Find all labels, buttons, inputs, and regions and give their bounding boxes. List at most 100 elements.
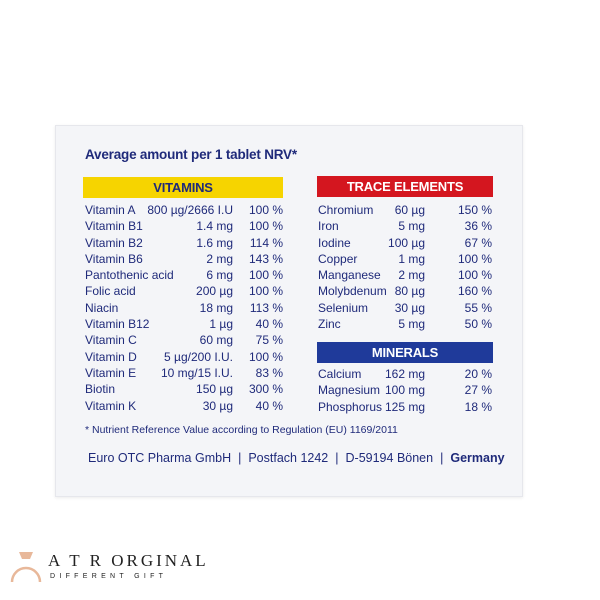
nutrient-row: Chromium 60 µg 150 % xyxy=(318,202,493,218)
nutrient-nrv: 300 % xyxy=(248,382,283,397)
postbox: Postfach 1242 xyxy=(248,451,329,465)
nutrient-amount: 30 µg xyxy=(202,398,233,413)
nutrient-name: Molybdenum xyxy=(318,284,387,299)
trace-elements-header: TRACE ELEMENTS xyxy=(317,176,493,197)
nutrient-row: Biotin 150 µg 300 % xyxy=(85,381,285,397)
nutrient-name: Copper xyxy=(318,251,358,266)
nutrient-amount: 5 mg xyxy=(398,317,425,332)
nutrient-nrv: 100 % xyxy=(457,268,492,283)
nutrient-name: Selenium xyxy=(318,300,369,315)
nutrient-nrv: 100 % xyxy=(248,349,283,364)
nutrient-nrv: 100 % xyxy=(457,251,492,266)
nutrient-amount: 200 µg xyxy=(196,284,233,299)
trace-elements-table: Chromium 60 µg 150 % Iron 5 mg 36 % Iodine 100 … xyxy=(318,202,493,332)
nutrient-nrv: 83 % xyxy=(255,365,283,380)
nutrient-nrv: 75 % xyxy=(255,333,283,348)
nutrient-row: Molybdenum 80 µg 160 % xyxy=(318,283,493,299)
nutrient-nrv: 100 % xyxy=(248,284,283,299)
minerals-table: Calcium 162 mg 20 % Magnesium 100 mg 27 % Phos… xyxy=(318,366,493,415)
nutrient-row: Iodine 100 µg 67 % xyxy=(318,235,493,251)
nutrient-name: Biotin xyxy=(85,382,116,397)
nutrient-name: Iron xyxy=(318,219,339,234)
nutrient-nrv: 27 % xyxy=(464,383,492,398)
nutrient-name: Calcium xyxy=(318,367,362,381)
nutrient-amount: 162 mg xyxy=(384,367,425,381)
nutrient-amount: 1 mg xyxy=(398,251,425,266)
nutrient-row: Manganese 2 mg 100 % xyxy=(318,267,493,283)
vitamins-header: VITAMINS xyxy=(83,177,283,198)
separator: | xyxy=(238,451,242,465)
nutrient-name: Vitamin A xyxy=(85,203,136,217)
nutrient-amount: 100 µg xyxy=(388,235,425,250)
nutrient-name: Vitamin C xyxy=(85,333,137,348)
nutrient-nrv: 114 % xyxy=(249,235,283,250)
nutrient-amount: 80 µg xyxy=(394,284,425,299)
nutrient-name: Vitamin D xyxy=(85,349,137,364)
nutrient-row: Calcium 162 mg 20 % xyxy=(318,366,493,382)
nutrient-row: Iron 5 mg 36 % xyxy=(318,218,493,234)
nutrient-name: Zinc xyxy=(318,317,341,332)
company: Euro OTC Pharma GmbH xyxy=(88,451,232,465)
nutrient-nrv: 55 % xyxy=(464,300,492,315)
nutrient-row: Vitamin A 800 µg/2666 I.U 100 % xyxy=(85,202,285,218)
nutrient-amount: 150 µg xyxy=(196,382,233,397)
nutrient-nrv: 18 % xyxy=(464,399,492,414)
nutrient-nrv: 150 % xyxy=(457,203,492,217)
nutrient-nrv: 50 % xyxy=(464,317,492,332)
nutrient-name: Vitamin B6 xyxy=(85,251,143,266)
nutrient-nrv: 100 % xyxy=(248,219,283,234)
nutrient-row: Vitamin B12 1 µg 40 % xyxy=(85,316,285,332)
nutrient-row: Vitamin E 10 mg/15 I.U. 83 % xyxy=(85,365,285,381)
footnote: * Nutrient Reference Value according to … xyxy=(85,424,398,436)
nutrient-row: Vitamin B1 1.4 mg 100 % xyxy=(85,218,285,234)
nutrient-nrv: 36 % xyxy=(464,219,492,234)
nutrient-name: Phosphorus xyxy=(318,399,383,414)
nutrient-amount: 1.4 mg xyxy=(196,219,233,234)
country: Germany xyxy=(450,451,505,465)
nutrient-nrv: 40 % xyxy=(255,317,283,332)
nutrient-row: Pantothenic acid 6 mg 100 % xyxy=(85,267,285,283)
nutrient-nrv: 100 % xyxy=(248,268,283,283)
nutrient-row: Folic acid 200 µg 100 % xyxy=(85,283,285,299)
watermark-title: A T R ORGINAL xyxy=(48,551,209,570)
nutrient-name: Vitamin B1 xyxy=(85,219,143,234)
nutrient-amount: 2 mg xyxy=(206,251,233,266)
nutrient-name: Vitamin K xyxy=(85,398,137,413)
nutrient-row: Vitamin K 30 µg 40 % xyxy=(85,398,285,414)
nutrient-amount: 30 µg xyxy=(394,300,425,315)
nutrient-row: Niacin 18 mg 113 % xyxy=(85,300,285,316)
nutrient-name: Vitamin B2 xyxy=(85,235,143,250)
nutrient-nrv: 100 % xyxy=(248,203,283,217)
nutrient-nrv: 20 % xyxy=(464,367,492,381)
nutrient-row: Copper 1 mg 100 % xyxy=(318,251,493,267)
nutrient-row: Vitamin D 5 µg/200 I.U. 100 % xyxy=(85,349,285,365)
nutrient-amount: 100 mg xyxy=(384,383,425,398)
nutrient-row: Phosphorus 125 mg 18 % xyxy=(318,399,493,415)
nutrient-amount: 2 mg xyxy=(398,268,425,283)
nutrient-row: Vitamin C 60 mg 75 % xyxy=(85,332,285,348)
nutrient-row: Vitamin B6 2 mg 143 % xyxy=(85,251,285,267)
nutrient-amount: 60 mg xyxy=(199,333,233,348)
manufacturer-footer: Euro OTC Pharma GmbH | Postfach 1242 | D-591… xyxy=(88,451,505,465)
nutrient-name: Vitamin E xyxy=(85,365,137,380)
nutrient-nrv: 67 % xyxy=(464,235,492,250)
minerals-header: MINERALS xyxy=(317,342,493,363)
nutrient-nrv: 113 % xyxy=(249,300,283,315)
ring-icon xyxy=(10,552,42,583)
nutrient-amount: 800 µg/2666 I.U xyxy=(147,203,233,217)
nutrient-amount: 10 mg/15 I.U. xyxy=(160,365,233,380)
nutrient-nrv: 143 % xyxy=(248,251,283,266)
nutrient-amount: 6 mg xyxy=(206,268,233,283)
nutrient-row: Zinc 5 mg 50 % xyxy=(318,316,493,332)
nutrient-row: Magnesium 100 mg 27 % xyxy=(318,382,493,398)
nutrient-name: Manganese xyxy=(318,268,381,283)
vitamins-table: Vitamin A 800 µg/2666 I.U 100 % Vitamin B1 1… xyxy=(85,202,285,414)
nutrient-nrv: 160 % xyxy=(457,284,492,299)
nutrient-row: Vitamin B2 1.6 mg 114 % xyxy=(85,235,285,251)
nutrient-amount: 18 mg xyxy=(199,300,233,315)
nutrient-name: Vitamin B12 xyxy=(85,317,150,332)
label-title: Average amount per 1 tablet NRV* xyxy=(85,147,297,162)
nutrient-name: Folic acid xyxy=(85,284,136,299)
nutrient-amount: 1 µg xyxy=(209,317,233,332)
separator: | xyxy=(440,451,444,465)
